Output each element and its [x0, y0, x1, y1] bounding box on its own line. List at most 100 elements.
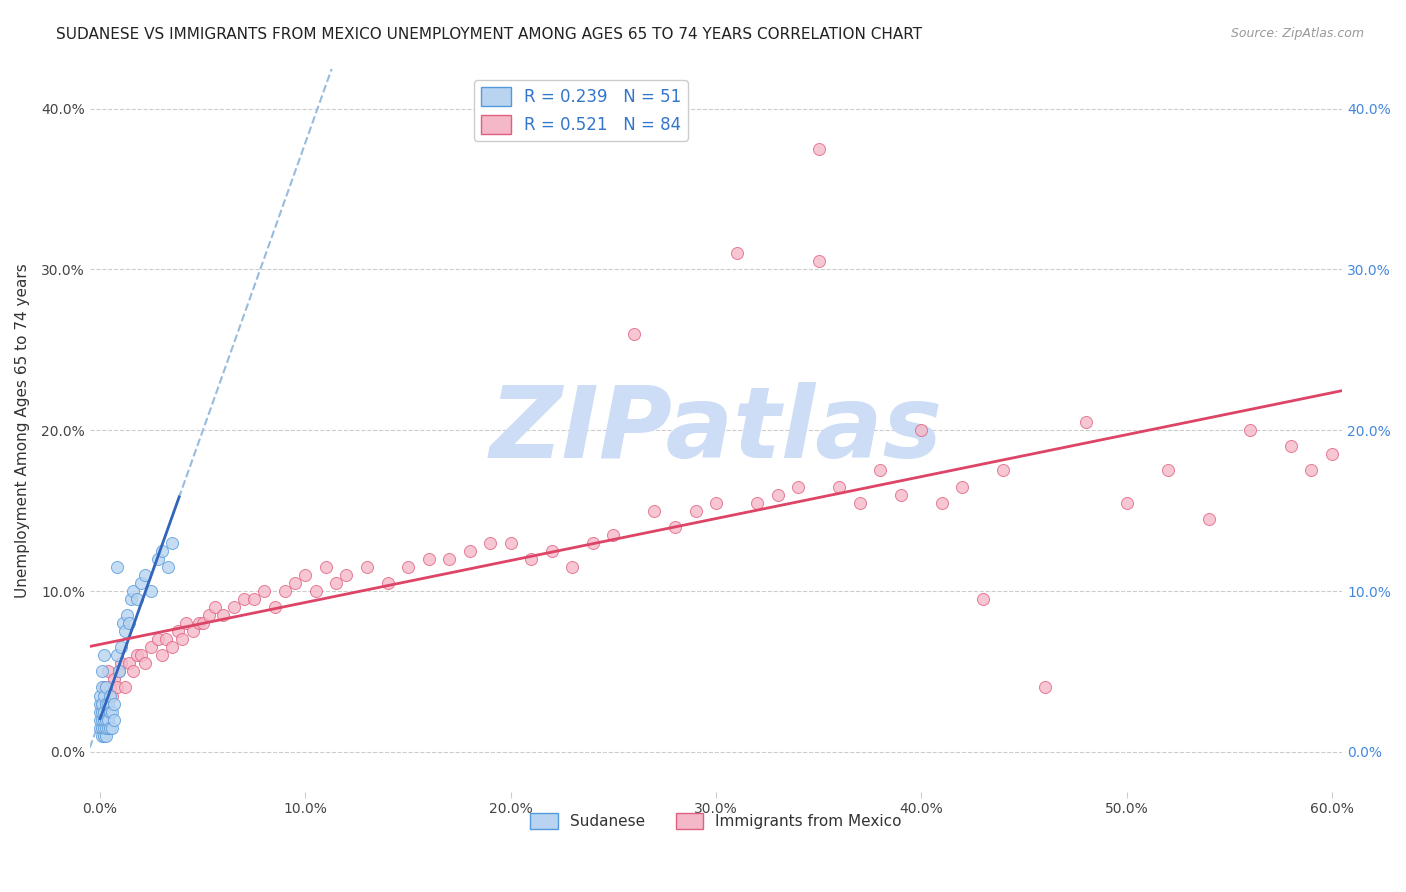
Point: [103, 713, 125, 727]
Point: [122, 584, 145, 599]
Point: [110, 657, 132, 671]
Point: [97, 713, 120, 727]
Point: [96, 697, 118, 711]
Point: [91, 705, 114, 719]
Point: [150, 648, 173, 663]
Point: [315, 560, 337, 574]
Point: [479, 535, 502, 549]
Text: Source: ZipAtlas.com: Source: ZipAtlas.com: [1230, 27, 1364, 40]
Point: [97, 721, 120, 735]
Point: [89, 721, 111, 735]
Point: [115, 608, 138, 623]
Point: [212, 608, 235, 623]
Point: [107, 665, 129, 679]
Point: [191, 616, 214, 631]
Point: [101, 689, 124, 703]
Point: [101, 721, 124, 735]
Point: [101, 705, 124, 719]
Point: [787, 479, 810, 493]
Point: [93, 689, 115, 703]
Text: ZIPatlas: ZIPatlas: [489, 382, 942, 479]
Point: [952, 479, 974, 493]
Point: [1115, 495, 1137, 509]
Point: [97, 665, 120, 679]
Point: [198, 608, 221, 623]
Point: [685, 503, 707, 517]
Point: [91, 697, 114, 711]
Point: [125, 592, 148, 607]
Point: [664, 519, 686, 533]
Point: [111, 616, 134, 631]
Point: [1239, 423, 1261, 437]
Point: [222, 600, 245, 615]
Point: [107, 665, 129, 679]
Point: [89, 689, 111, 703]
Point: [807, 142, 830, 156]
Point: [253, 584, 276, 599]
Point: [520, 552, 543, 566]
Point: [93, 713, 115, 727]
Point: [96, 713, 118, 727]
Point: [93, 721, 115, 735]
Point: [993, 463, 1015, 477]
Point: [114, 681, 136, 695]
Point: [1320, 447, 1343, 461]
Point: [141, 640, 163, 655]
Point: [96, 697, 118, 711]
Point: [100, 689, 122, 703]
Y-axis label: Unemployment Among Ages 65 to 74 years: Unemployment Among Ages 65 to 74 years: [15, 263, 30, 598]
Point: [745, 495, 768, 509]
Point: [187, 616, 209, 631]
Point: [1198, 511, 1220, 525]
Point: [93, 729, 115, 743]
Point: [540, 544, 562, 558]
Point: [91, 721, 114, 735]
Point: [96, 729, 118, 743]
Point: [437, 552, 460, 566]
Point: [118, 616, 141, 631]
Point: [458, 544, 481, 558]
Point: [100, 721, 122, 735]
Point: [561, 560, 583, 574]
Point: [89, 705, 111, 719]
Point: [263, 600, 285, 615]
Point: [155, 632, 177, 647]
Point: [910, 423, 932, 437]
Point: [582, 535, 605, 549]
Point: [100, 681, 122, 695]
Point: [869, 463, 891, 477]
Point: [172, 632, 194, 647]
Point: [643, 503, 665, 517]
Point: [623, 326, 645, 341]
Point: [146, 552, 169, 566]
Point: [146, 632, 169, 647]
Point: [294, 568, 316, 582]
Point: [134, 657, 156, 671]
Point: [377, 576, 399, 591]
Point: [91, 665, 114, 679]
Text: SUDANESE VS IMMIGRANTS FROM MEXICO UNEMPLOYMENT AMONG AGES 65 TO 74 YEARS CORREL: SUDANESE VS IMMIGRANTS FROM MEXICO UNEMP…: [56, 27, 922, 42]
Point: [499, 535, 522, 549]
Point: [129, 648, 152, 663]
Point: [325, 576, 347, 591]
Point: [807, 254, 830, 268]
Point: [305, 584, 328, 599]
Point: [91, 713, 114, 727]
Point: [141, 584, 163, 599]
Point: [176, 616, 198, 631]
Point: [89, 697, 111, 711]
Point: [97, 697, 120, 711]
Point: [1074, 415, 1097, 429]
Point: [100, 705, 122, 719]
Point: [335, 568, 357, 582]
Point: [1157, 463, 1180, 477]
Point: [91, 729, 114, 743]
Point: [1033, 681, 1056, 695]
Point: [704, 495, 727, 509]
Point: [103, 673, 125, 687]
Point: [1301, 463, 1323, 477]
Point: [243, 592, 266, 607]
Point: [105, 560, 128, 574]
Point: [181, 624, 204, 639]
Point: [204, 600, 226, 615]
